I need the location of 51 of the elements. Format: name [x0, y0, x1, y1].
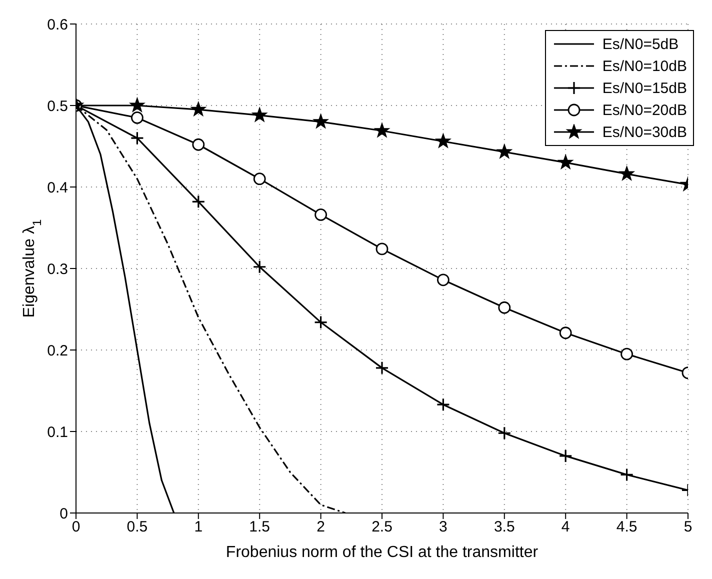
y-tick-label: 0.4: [47, 179, 68, 196]
point: [620, 348, 633, 360]
x-tick-label: 2: [316, 518, 325, 536]
x-tick-label: 4: [561, 518, 570, 536]
y-tick-label: 0.6: [47, 16, 68, 34]
point: [314, 315, 328, 330]
point: [558, 154, 574, 170]
x-tick-label: 1.5: [249, 518, 270, 536]
y-tick-label: 0.3: [47, 260, 68, 278]
point: [130, 131, 144, 145]
x-tick-label: 2.5: [372, 518, 392, 536]
legend-label: Es/N0=20dB: [602, 102, 687, 118]
x-tick-label: 3: [439, 518, 448, 536]
point: [252, 260, 266, 274]
point: [374, 122, 390, 138]
y-tick-label: 0.1: [47, 424, 68, 441]
legend-label: Es/N0=10dB: [602, 58, 687, 74]
point: [498, 301, 511, 314]
point: [620, 468, 634, 482]
legend-label: Es/N0=15dB: [602, 80, 687, 96]
legend-label: Es/N0=30dB: [602, 124, 687, 140]
x-tick-label: 0.5: [126, 518, 148, 536]
x-tick-label: 4.5: [616, 518, 638, 536]
point: [313, 114, 328, 128]
y-tick-label: 0.5: [47, 98, 68, 115]
y-tick-label: 0.2: [47, 342, 68, 360]
point: [437, 274, 450, 286]
x-axis-title: Frobenius norm of the CSI at the transmitter: [226, 544, 539, 561]
point: [190, 102, 206, 116]
legend-label: Es/N0=5dB: [602, 36, 679, 52]
x-tick-label: 0: [72, 518, 80, 536]
point: [436, 398, 450, 412]
point: [376, 242, 388, 256]
x-tick-label: 3.5: [494, 518, 515, 536]
point: [253, 172, 266, 186]
point: [314, 208, 327, 221]
point: [192, 194, 206, 208]
x-tick-label: 5: [684, 518, 692, 536]
point: [498, 426, 512, 440]
point: [619, 166, 634, 180]
point: [192, 138, 205, 151]
point: [252, 107, 268, 122]
point: [436, 133, 451, 148]
point: [496, 144, 512, 158]
point: [559, 326, 572, 340]
point: [130, 98, 145, 112]
point: [375, 361, 389, 375]
point: [558, 449, 572, 463]
x-tick-label: 1: [194, 518, 203, 536]
point: [131, 112, 144, 124]
y-tick-label: 0: [60, 505, 68, 522]
